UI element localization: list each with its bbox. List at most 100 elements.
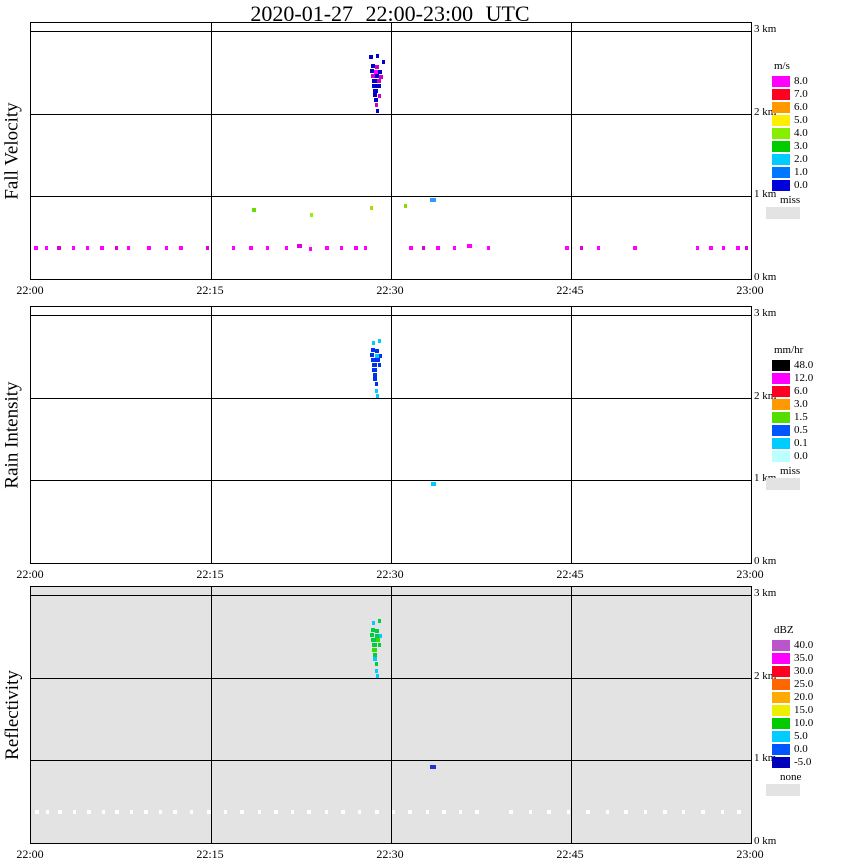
legend-swatch (772, 76, 790, 87)
legend-swatch (772, 679, 790, 690)
gridline-time (571, 307, 572, 563)
data-point (101, 809, 105, 814)
data-point (662, 809, 667, 814)
data-point (528, 809, 532, 814)
data-point (85, 245, 89, 250)
data-point (370, 637, 376, 642)
data-point (369, 68, 374, 73)
legend-swatch (772, 451, 790, 462)
data-point (453, 245, 457, 250)
legend-swatch (772, 718, 790, 729)
data-point (709, 245, 714, 250)
legend-row: 5.0 (772, 114, 808, 127)
data-point (374, 353, 379, 358)
data-point (370, 357, 376, 362)
data-point (368, 55, 373, 60)
time-axis: 22:00 22:15 22:30 22:45 23:00 (16, 283, 763, 299)
legend-swatch (772, 386, 790, 397)
time-tick-label: 23:00 (736, 567, 764, 581)
gridline-time (211, 23, 212, 279)
data-point (430, 764, 436, 769)
panel-ylabel-reflectivity: Reflectivity (0, 586, 26, 844)
data-point (632, 245, 637, 250)
legend-swatch (772, 102, 790, 113)
legend-row: 25.0 (772, 678, 813, 691)
legend-row: miss (766, 194, 808, 219)
legend-label: 0.0 (794, 179, 808, 191)
data-point (297, 243, 303, 248)
data-point (370, 205, 374, 210)
legend-label: 6.0 (794, 101, 808, 113)
height-label-1km: 1 km (754, 752, 777, 764)
data-point (324, 809, 328, 814)
data-point (240, 809, 245, 814)
legend-label: 4.0 (794, 127, 808, 139)
height-label-1km: 1 km (754, 188, 777, 200)
legend-unit: m/s (774, 60, 790, 72)
data-point (248, 245, 253, 250)
data-point (46, 809, 50, 814)
legend-label: miss (780, 194, 801, 206)
legend-row: 30.0 (772, 665, 813, 678)
legend-swatch (772, 399, 790, 410)
data-point (45, 245, 49, 250)
data-point (585, 809, 590, 814)
legend-swatch (772, 666, 790, 677)
height-label-2km: 2 km (754, 106, 777, 118)
legend-row: 0.5 (772, 424, 813, 437)
legend-label: 12.0 (794, 372, 814, 384)
legend-label: 3.0 (794, 398, 808, 410)
legend-row: 5.0 (772, 730, 813, 743)
data-point (369, 352, 374, 357)
legend-swatch (772, 731, 790, 742)
data-point (373, 652, 378, 657)
plot-area-rain-intensity (30, 306, 752, 564)
legend-row: 4.0 (772, 127, 808, 140)
height-label-0km: 0 km (754, 835, 777, 847)
data-point (375, 394, 379, 398)
data-point (377, 79, 381, 84)
data-point (86, 809, 91, 814)
panel-fall-velocity: Fall Velocity 3 km 2 km 1 km 0 km 22:00 2… (0, 22, 850, 322)
data-point (325, 245, 330, 250)
legend-rain-intensity: mm/hr 48.0 12.0 6.0 3.0 1.5 0.5 0.1 0.0 miss (766, 344, 814, 490)
data-point (721, 245, 725, 250)
time-tick-label: 22:00 (16, 847, 44, 861)
data-point (624, 809, 629, 814)
legend-label: 6.0 (794, 385, 808, 397)
legend-row: 12.0 (772, 372, 813, 385)
data-point (744, 245, 748, 250)
data-point (374, 98, 378, 103)
legend-fall-velocity: m/s 8.0 7.0 6.0 5.0 4.0 3.0 2.0 1.0 0.0 miss (766, 60, 808, 219)
data-point (382, 59, 386, 64)
legend-label: 48.0 (794, 359, 814, 371)
legend-swatch (772, 438, 790, 449)
data-point (205, 245, 209, 250)
data-point (373, 372, 378, 377)
legend-swatch (772, 705, 790, 716)
legend-swatch (772, 141, 790, 152)
plot-area-fall-velocity (30, 22, 752, 280)
legend-row: miss (766, 465, 813, 490)
legend-swatch (772, 757, 790, 768)
data-point (340, 245, 344, 250)
data-point (223, 809, 227, 814)
data-point (391, 809, 395, 814)
legend-row: 6.0 (772, 385, 813, 398)
panel-ylabel-rain-intensity: Rain Intensity (0, 306, 26, 564)
legend-row: 6.0 (772, 101, 808, 114)
data-point (408, 809, 413, 814)
data-point (377, 619, 381, 624)
legend-row: 3.0 (772, 398, 813, 411)
legend-row: 7.0 (772, 88, 808, 101)
legend-unit: mm/hr (774, 344, 804, 356)
time-tick-label: 22:15 (196, 283, 224, 297)
time-tick-label: 22:15 (196, 847, 224, 861)
data-point (285, 245, 289, 250)
legend-swatch (772, 744, 790, 755)
legend-label: 3.0 (794, 140, 808, 152)
height-label-2km: 2 km (754, 670, 777, 682)
data-point (265, 245, 269, 250)
legend-swatch (766, 784, 800, 796)
legend-swatch (772, 373, 790, 384)
